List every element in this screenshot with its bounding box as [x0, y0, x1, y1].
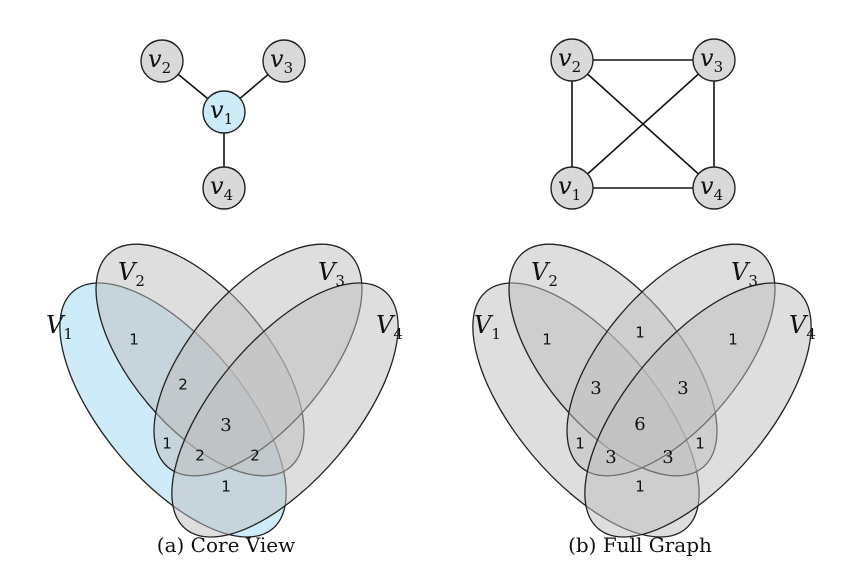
node-b-v4: v4 — [692, 166, 736, 210]
region-count-b-4: 3 — [677, 378, 688, 399]
region-count-b-10: 1 — [635, 478, 645, 496]
node-b-v2: v2 — [550, 38, 594, 82]
region-count-a-5: 2 — [250, 447, 260, 465]
set-label-a-v4: V4 — [376, 311, 403, 343]
set-label-b-v4: V4 — [789, 311, 816, 343]
region-count-b-5: 6 — [634, 414, 645, 435]
set-label-b-v3: V3 — [731, 258, 758, 290]
graph-a: v1 v2 v3 v4 — [140, 39, 306, 210]
panel-full-graph: V1 V2 V3 V4 1 1 1 3 3 6 1 1 3 3 1 — [472, 38, 816, 557]
region-count-b-6: 1 — [575, 435, 585, 453]
caption-b: (b) Full Graph — [568, 533, 712, 557]
region-count-b-2: 1 — [728, 331, 738, 349]
region-count-a-3: 1 — [162, 435, 172, 453]
node-a-v1: v1 — [202, 90, 246, 134]
set-label-b-v2: V2 — [531, 258, 558, 290]
svg-text:v1: v1 — [558, 172, 581, 204]
region-count-a-6: 1 — [221, 478, 231, 496]
venn-diagram-a: V1 V2 V3 V4 1 2 3 1 2 2 1 — [46, 243, 403, 538]
svg-text:v4: v4 — [700, 172, 723, 204]
edge-b-v3-v1 — [571, 59, 715, 189]
set-ellipse-a-v4 — [171, 282, 399, 538]
region-count-a-1: 2 — [178, 376, 188, 394]
node-b-v3: v3 — [692, 38, 736, 82]
svg-text:v3: v3 — [270, 45, 293, 77]
svg-text:v2: v2 — [148, 45, 171, 77]
venn-diagram-b: V1 V2 V3 V4 1 1 1 3 3 6 1 1 3 3 1 — [472, 243, 816, 538]
node-a-v4: v4 — [202, 166, 246, 210]
region-count-b-1: 1 — [635, 324, 645, 342]
set-label-a-v1: V1 — [46, 311, 73, 343]
region-count-a-4: 2 — [195, 447, 205, 465]
panel-core-view: V1 V2 V3 V4 1 2 3 1 2 2 1 v1 v2 — [46, 39, 403, 557]
region-count-b-8: 3 — [605, 447, 616, 468]
region-count-b-3: 3 — [590, 378, 601, 399]
svg-text:v3: v3 — [700, 44, 723, 76]
svg-text:v2: v2 — [558, 44, 581, 76]
node-a-v3: v3 — [262, 39, 306, 83]
set-label-a-v3: V3 — [318, 258, 345, 290]
node-b-v1: v1 — [550, 166, 594, 210]
region-count-b-0: 1 — [542, 331, 552, 349]
set-label-b-v1: V1 — [474, 311, 501, 343]
region-count-b-7: 1 — [695, 435, 705, 453]
region-count-a-2: 3 — [220, 415, 231, 436]
svg-text:v4: v4 — [210, 172, 233, 204]
svg-text:v1: v1 — [210, 96, 233, 128]
region-count-a-0: 1 — [129, 331, 139, 349]
node-a-v2: v2 — [140, 39, 184, 83]
region-count-b-9: 3 — [662, 447, 673, 468]
set-label-a-v2: V2 — [118, 258, 145, 290]
caption-a: (a) Core View — [157, 533, 295, 557]
graph-b: v2 v3 v1 v4 — [550, 38, 736, 210]
set-ellipse-b-v4 — [584, 282, 812, 538]
